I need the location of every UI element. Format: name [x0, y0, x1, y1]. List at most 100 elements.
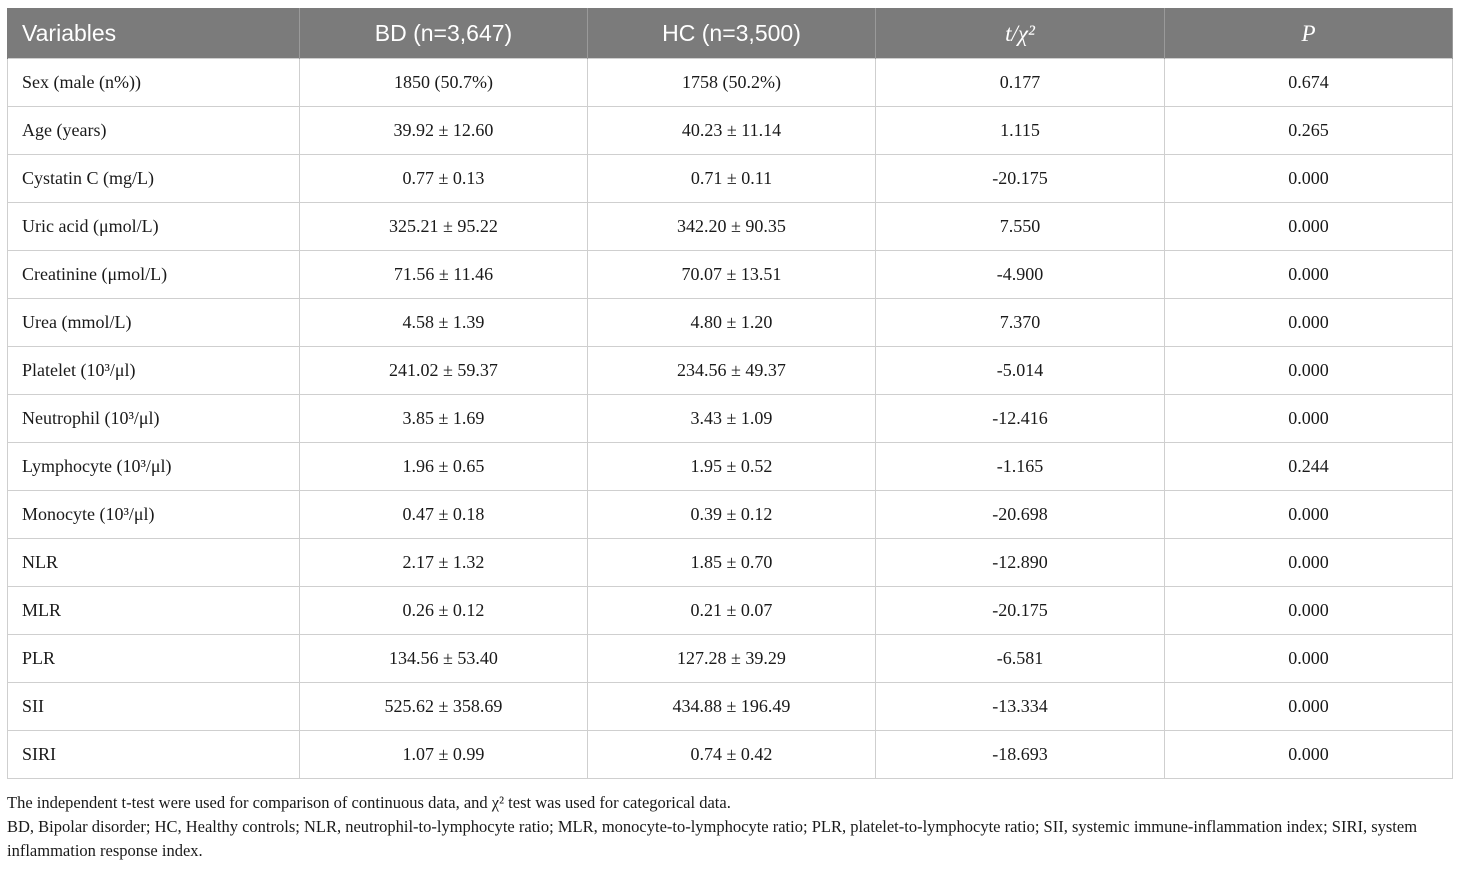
cell-hc-value: 0.71 ± 0.11 — [587, 154, 876, 203]
cell-statistic: 7.550 — [875, 202, 1165, 251]
footnote-abbreviations: BD, Bipolar disorder; HC, Healthy contro… — [7, 817, 1418, 860]
cell-hc-value: 434.88 ± 196.49 — [587, 682, 876, 731]
cell-statistic: -12.416 — [875, 394, 1165, 443]
cell-p-value: 0.000 — [1164, 250, 1453, 299]
table-row: SII 525.62 ± 358.69 434.88 ± 196.49 -13.334… — [7, 682, 1453, 731]
cell-statistic: -20.175 — [875, 154, 1165, 203]
cell-bd-value: 71.56 ± 11.46 — [299, 250, 588, 299]
cell-bd-value: 2.17 ± 1.32 — [299, 538, 588, 587]
cell-bd-value: 0.26 ± 0.12 — [299, 586, 588, 635]
cell-p-value: 0.000 — [1164, 202, 1453, 251]
table-row: SIRI 1.07 ± 0.99 0.74 ± 0.42 -18.693 0.000 — [7, 730, 1453, 779]
cell-p-value: 0.244 — [1164, 442, 1453, 491]
cell-variable: Urea (mmol/L) — [7, 298, 300, 347]
cell-p-value: 0.000 — [1164, 538, 1453, 587]
cell-statistic: 0.177 — [875, 58, 1165, 107]
comparison-table: Variables BD (n=3,647) HC (n=3,500) t/χ²… — [7, 8, 1453, 779]
cell-variable: Platelet (10³/μl) — [7, 346, 300, 395]
cell-statistic: 1.115 — [875, 106, 1165, 155]
table-row: Urea (mmol/L) 4.58 ± 1.39 4.80 ± 1.20 7.370… — [7, 298, 1453, 347]
header-row: Variables BD (n=3,647) HC (n=3,500) t/χ²… — [7, 8, 1453, 59]
cell-variable: Monocyte (10³/μl) — [7, 490, 300, 539]
cell-hc-value: 1758 (50.2%) — [587, 58, 876, 107]
cell-variable: SII — [7, 682, 300, 731]
cell-variable: Neutrophil (10³/μl) — [7, 394, 300, 443]
cell-bd-value: 1.96 ± 0.65 — [299, 442, 588, 491]
cell-statistic: 7.370 — [875, 298, 1165, 347]
cell-p-value: 0.000 — [1164, 682, 1453, 731]
data-table-container: Variables BD (n=3,647) HC (n=3,500) t/χ²… — [7, 8, 1453, 779]
footnote-tests: The independent t-test were used for com… — [7, 793, 731, 812]
cell-variable: PLR — [7, 634, 300, 683]
header-statistic: t/χ² — [875, 8, 1165, 59]
cell-hc-value: 70.07 ± 13.51 — [587, 250, 876, 299]
cell-hc-value: 234.56 ± 49.37 — [587, 346, 876, 395]
cell-hc-value: 0.21 ± 0.07 — [587, 586, 876, 635]
cell-bd-value: 1850 (50.7%) — [299, 58, 588, 107]
table-row: Lymphocyte (10³/μl) 1.96 ± 0.65 1.95 ± 0.5… — [7, 442, 1453, 491]
table-body: Sex (male (n%)) 1850 (50.7%) 1758 (50.2%) 0… — [7, 58, 1453, 779]
cell-variable: NLR — [7, 538, 300, 587]
cell-bd-value: 0.77 ± 0.13 — [299, 154, 588, 203]
cell-variable: Creatinine (μmol/L) — [7, 250, 300, 299]
cell-p-value: 0.000 — [1164, 730, 1453, 779]
table-row: MLR 0.26 ± 0.12 0.21 ± 0.07 -20.175 0.000 — [7, 586, 1453, 635]
cell-p-value: 0.000 — [1164, 634, 1453, 683]
cell-variable: Lymphocyte (10³/μl) — [7, 442, 300, 491]
cell-hc-value: 3.43 ± 1.09 — [587, 394, 876, 443]
cell-p-value: 0.000 — [1164, 154, 1453, 203]
cell-hc-value: 1.85 ± 0.70 — [587, 538, 876, 587]
cell-variable: MLR — [7, 586, 300, 635]
table-row: Cystatin C (mg/L) 0.77 ± 0.13 0.71 ± 0.11-… — [7, 154, 1453, 203]
cell-statistic: -13.334 — [875, 682, 1165, 731]
cell-bd-value: 1.07 ± 0.99 — [299, 730, 588, 779]
cell-p-value: 0.000 — [1164, 346, 1453, 395]
cell-statistic: -18.693 — [875, 730, 1165, 779]
cell-bd-value: 525.62 ± 358.69 — [299, 682, 588, 731]
cell-p-value: 0.674 — [1164, 58, 1453, 107]
cell-p-value: 0.000 — [1164, 394, 1453, 443]
table-row: PLR 134.56 ± 53.40 127.28 ± 39.29 -6.581 0.0… — [7, 634, 1453, 683]
cell-bd-value: 0.47 ± 0.18 — [299, 490, 588, 539]
cell-hc-value: 0.74 ± 0.42 — [587, 730, 876, 779]
cell-p-value: 0.265 — [1164, 106, 1453, 155]
cell-variable: SIRI — [7, 730, 300, 779]
cell-variable: Age (years) — [7, 106, 300, 155]
table-row: Monocyte (10³/μl) 0.47 ± 0.18 0.39 ± 0.12-… — [7, 490, 1453, 539]
cell-hc-value: 40.23 ± 11.14 — [587, 106, 876, 155]
table-row: Age (years) 39.92 ± 12.60 40.23 ± 11.14 1.1… — [7, 106, 1453, 155]
cell-bd-value: 325.21 ± 95.22 — [299, 202, 588, 251]
table-row: Creatinine (μmol/L) 71.56 ± 11.46 70.07 ± … — [7, 250, 1453, 299]
cell-statistic: -5.014 — [875, 346, 1165, 395]
cell-p-value: 0.000 — [1164, 298, 1453, 347]
cell-bd-value: 39.92 ± 12.60 — [299, 106, 588, 155]
table-row: Neutrophil (10³/μl) 3.85 ± 1.69 3.43 ± 1.0… — [7, 394, 1453, 443]
header-variables: Variables — [7, 8, 300, 59]
cell-variable: Sex (male (n%)) — [7, 58, 300, 107]
header-p-value: P — [1164, 8, 1453, 59]
cell-p-value: 0.000 — [1164, 490, 1453, 539]
table-footnotes: The independent t-test were used for com… — [7, 791, 1457, 863]
cell-hc-value: 0.39 ± 0.12 — [587, 490, 876, 539]
cell-bd-value: 3.85 ± 1.69 — [299, 394, 588, 443]
cell-statistic: -12.890 — [875, 538, 1165, 587]
table-row: Platelet (10³/μl) 241.02 ± 59.37 234.56 ± … — [7, 346, 1453, 395]
cell-variable: Uric acid (μmol/L) — [7, 202, 300, 251]
cell-statistic: -20.698 — [875, 490, 1165, 539]
header-statistic-label: t/χ² — [1005, 20, 1035, 46]
cell-hc-value: 127.28 ± 39.29 — [587, 634, 876, 683]
cell-statistic: -4.900 — [875, 250, 1165, 299]
table-header: Variables BD (n=3,647) HC (n=3,500) t/χ²… — [7, 8, 1453, 59]
cell-statistic: -1.165 — [875, 442, 1165, 491]
header-bd: BD (n=3,647) — [299, 8, 588, 59]
cell-variable: Cystatin C (mg/L) — [7, 154, 300, 203]
cell-hc-value: 1.95 ± 0.52 — [587, 442, 876, 491]
header-hc: HC (n=3,500) — [587, 8, 876, 59]
table-row: NLR 2.17 ± 1.32 1.85 ± 0.70 -12.890 0.000 — [7, 538, 1453, 587]
table-row: Uric acid (μmol/L) 325.21 ± 95.22 342.20 ±… — [7, 202, 1453, 251]
cell-hc-value: 342.20 ± 90.35 — [587, 202, 876, 251]
header-p-label: P — [1301, 20, 1316, 46]
cell-statistic: -6.581 — [875, 634, 1165, 683]
cell-bd-value: 4.58 ± 1.39 — [299, 298, 588, 347]
table-row: Sex (male (n%)) 1850 (50.7%) 1758 (50.2%) 0… — [7, 58, 1453, 107]
